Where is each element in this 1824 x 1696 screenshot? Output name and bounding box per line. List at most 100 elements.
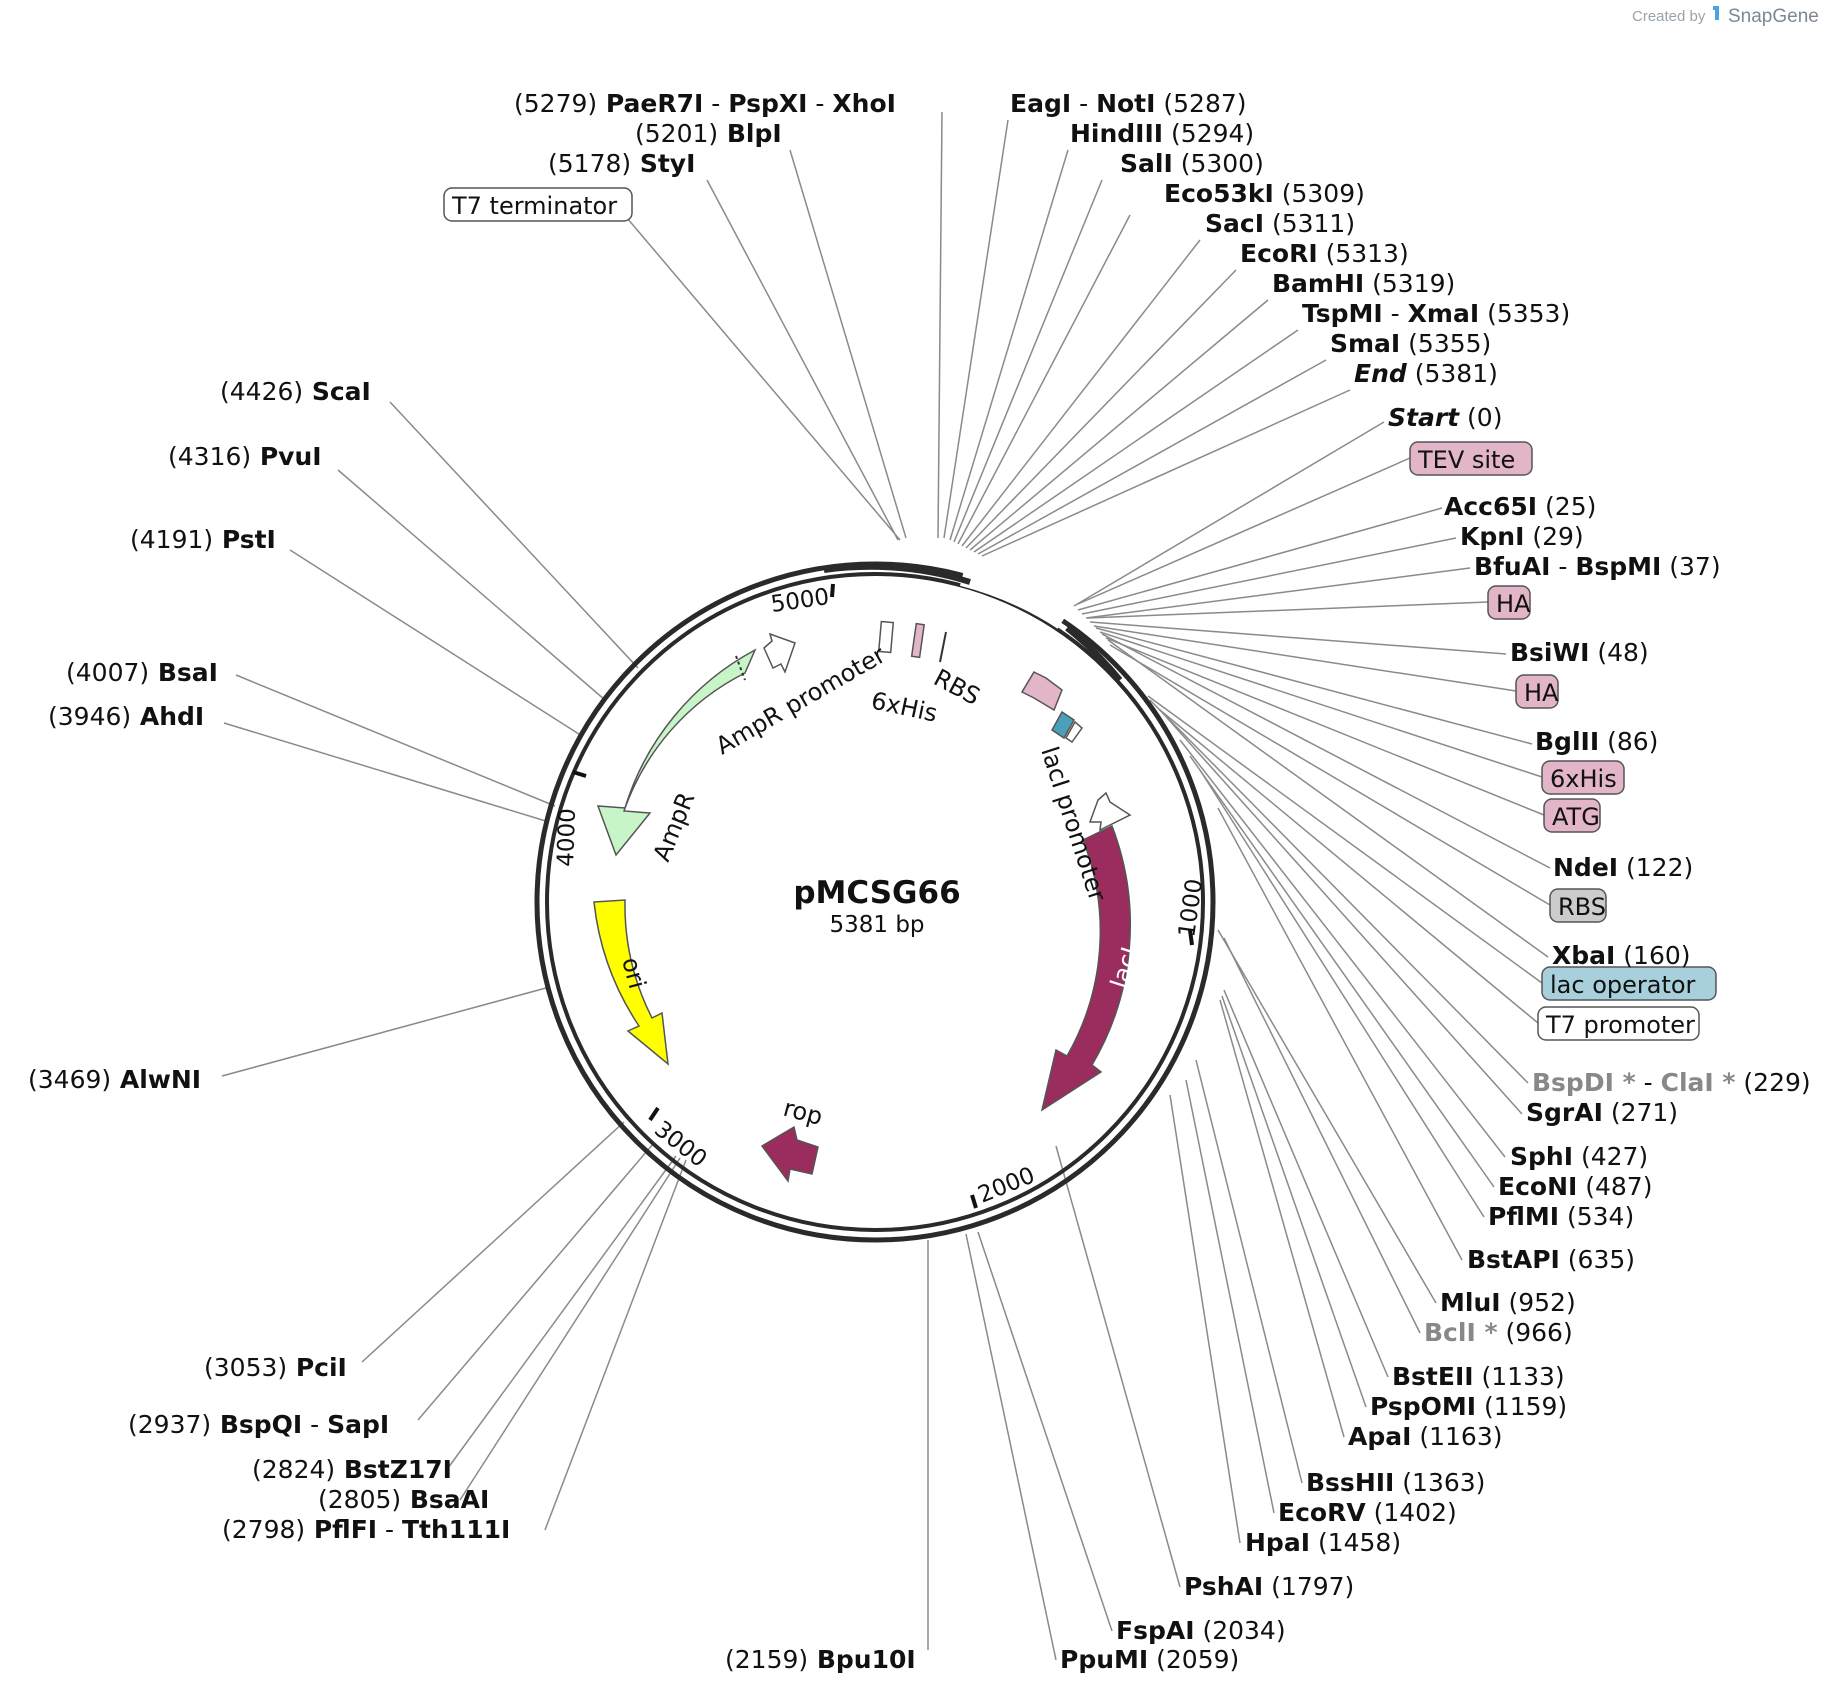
enzyme-site-label: SphI (427) xyxy=(1510,1142,1648,1171)
leader-line xyxy=(1185,1079,1275,1514)
leader-line xyxy=(706,179,899,541)
leader-line xyxy=(1223,989,1389,1378)
feature-callout-box xyxy=(1409,441,1533,476)
site-position: (2159) xyxy=(725,1645,808,1674)
feature-callout-text: T7 promoter xyxy=(1545,1011,1695,1039)
enzyme-name: Tth111I xyxy=(402,1515,510,1544)
site-position: (4426) xyxy=(220,377,303,406)
feature-callout-text: lac operator xyxy=(1550,971,1696,999)
backbone-gap xyxy=(959,570,1067,629)
enzyme-name: AlwNI xyxy=(111,1065,201,1094)
leader-line xyxy=(1099,631,1543,778)
leader-line xyxy=(789,149,907,539)
site-position: (271) xyxy=(1603,1098,1678,1127)
leader-line xyxy=(953,179,1103,543)
enzyme-site-label: (3946) AhdI xyxy=(48,702,204,731)
site-position: (5381) xyxy=(1407,359,1498,388)
enzyme-site-label: (5201) BlpI xyxy=(635,119,782,148)
leader-line xyxy=(1147,695,1543,984)
enzyme-name: Start xyxy=(1388,403,1460,432)
leader-line xyxy=(1077,507,1443,611)
enzyme-site-label: HindIII (5294) xyxy=(1070,119,1254,148)
site-position: - xyxy=(302,1410,327,1439)
feature-6xhis xyxy=(910,622,926,659)
site-position: (2805) xyxy=(318,1485,401,1514)
site-position: (229) xyxy=(1735,1068,1810,1097)
feature-callout-box xyxy=(1541,760,1625,795)
leader-line xyxy=(1159,709,1539,1024)
backbone-inner-strand xyxy=(545,572,1205,1232)
leader-line xyxy=(544,1159,687,1531)
enzyme-site-label: EcoNI (487) xyxy=(1498,1172,1652,1201)
ticks xyxy=(572,583,1194,1209)
site-position: (487) xyxy=(1577,1172,1652,1201)
site-position: (3469) xyxy=(28,1065,111,1094)
leader-line xyxy=(977,359,1327,555)
leader-line xyxy=(1105,637,1545,816)
enzyme-site-label: (2805) BsaAI xyxy=(318,1485,489,1514)
mcs-segment-right xyxy=(1065,625,1123,682)
ampr-promoter-junction xyxy=(735,655,746,681)
site-position: (5353) xyxy=(1479,299,1570,328)
leader-line xyxy=(981,389,1351,557)
leader-line xyxy=(361,1121,625,1363)
enzyme-name: BlpI xyxy=(718,119,782,148)
enzyme-name: SgrAI xyxy=(1526,1098,1603,1127)
features xyxy=(593,620,1132,1183)
leader-line xyxy=(235,674,556,807)
leader-line xyxy=(965,269,1237,549)
site-position: (1797) xyxy=(1263,1572,1354,1601)
enzyme-name: SalI xyxy=(1120,149,1173,178)
feature-callout: 6xHis xyxy=(1541,760,1625,795)
site-position: (635) xyxy=(1560,1245,1635,1274)
site-position: (1363) xyxy=(1394,1468,1485,1497)
site-position: - xyxy=(377,1515,402,1544)
feature-callout-text: RBS xyxy=(1558,893,1606,921)
enzyme-site-label: (4316) PvuI xyxy=(168,442,322,471)
site-position: (5319) xyxy=(1364,269,1455,298)
enzyme-name: StyI xyxy=(631,149,695,178)
enzyme-name: SmaI xyxy=(1330,329,1400,358)
enzyme-site-label: EagI - NotI (5287) xyxy=(1010,89,1247,118)
enzyme-name: PflFI xyxy=(305,1515,377,1544)
site-position: (5201) xyxy=(635,119,718,148)
feature-callout-text: HA xyxy=(1524,679,1559,707)
leader-line xyxy=(221,987,547,1077)
leader-line xyxy=(969,299,1269,551)
enzyme-site-label: HpaI (1458) xyxy=(1245,1528,1401,1557)
site-position: (2798) xyxy=(222,1515,305,1544)
leader-line xyxy=(1195,1059,1303,1484)
leader-line xyxy=(289,549,583,737)
site-position: (37) xyxy=(1661,552,1720,581)
leader-line xyxy=(937,111,943,539)
leader-line xyxy=(949,149,1069,541)
leader-line xyxy=(957,214,1131,545)
feature-callout-text: HA xyxy=(1496,590,1531,618)
leader-line xyxy=(973,329,1299,553)
enzyme-name: PvuI xyxy=(251,442,321,471)
enzyme-site-label: BstAPI (635) xyxy=(1467,1245,1635,1274)
site-position: (5309) xyxy=(1274,179,1365,208)
leader-line xyxy=(1217,929,1437,1304)
feature-ori xyxy=(593,899,669,1066)
enzyme-name: BclI * xyxy=(1424,1318,1498,1347)
enzyme-name: BspDI * xyxy=(1532,1068,1636,1097)
enzyme-name: EcoRI xyxy=(1240,239,1318,268)
feature-callout: ATG xyxy=(1543,798,1601,833)
leader-line xyxy=(1179,739,1506,1158)
enzyme-site-label: (5279) PaeR7I - PspXI - XhoI xyxy=(514,89,896,118)
enzyme-site-label: End (5381) xyxy=(1354,359,1498,388)
plasmid-size: 5381 bp xyxy=(829,912,924,938)
enzyme-site-label: EcoRV (1402) xyxy=(1278,1498,1457,1527)
enzyme-site-label: BglII (86) xyxy=(1535,727,1658,756)
enzyme-site-label: BssHII (1363) xyxy=(1306,1468,1485,1497)
enzyme-site-label: FspAI (2034) xyxy=(1116,1616,1286,1645)
feature-t7-terminator xyxy=(877,620,895,654)
enzyme-name: BglII xyxy=(1535,727,1599,756)
feature-callout-text: TEV site xyxy=(1417,446,1515,474)
leader-line xyxy=(1107,639,1549,958)
enzyme-site-label: SmaI (5355) xyxy=(1330,329,1491,358)
feature-callout: T7 promoter xyxy=(1537,1006,1700,1041)
leader-line xyxy=(447,1155,677,1469)
